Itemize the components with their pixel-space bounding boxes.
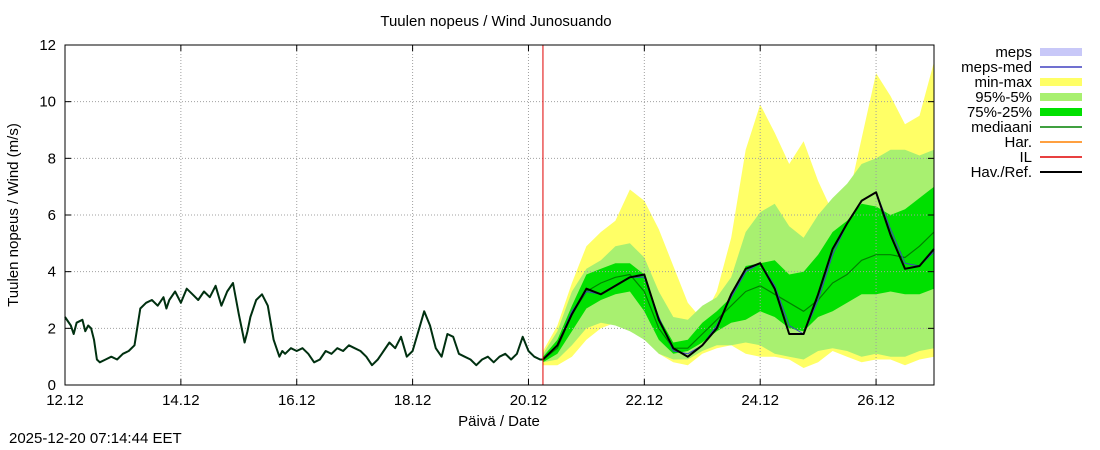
legend-swatch bbox=[1040, 78, 1082, 86]
legend-label: mediaani bbox=[971, 119, 1032, 136]
y-tick-label: 0 bbox=[48, 377, 56, 394]
legend-swatch bbox=[1040, 48, 1082, 56]
legend-label: min-max bbox=[974, 74, 1032, 91]
legend-label: IL bbox=[1019, 149, 1032, 166]
y-tick-label: 10 bbox=[39, 94, 56, 111]
legend-label: Har. bbox=[1004, 134, 1032, 151]
y-tick-label: 4 bbox=[48, 264, 56, 281]
timestamp: 2025-12-20 07:14:44 EET bbox=[9, 430, 182, 447]
y-tick-label: 2 bbox=[48, 320, 56, 337]
x-tick-label: 18.12 bbox=[394, 392, 432, 409]
line-hav-ref bbox=[64, 282, 543, 367]
y-tick-label: 8 bbox=[48, 150, 56, 167]
y-axis-ticks: 0 2 4 6 8 10 12 bbox=[39, 37, 934, 394]
legend-label: Hav./Ref. bbox=[971, 164, 1032, 181]
forecast-bands bbox=[543, 62, 934, 368]
x-axis-label: Päivä / Date bbox=[458, 413, 540, 430]
line-hav-forecast bbox=[542, 191, 935, 361]
x-tick-label: 24.12 bbox=[741, 392, 779, 409]
x-tick-label: 22.12 bbox=[626, 392, 664, 409]
x-tick-label: 26.12 bbox=[857, 392, 895, 409]
chart-title: Tuulen nopeus / Wind Junosuando bbox=[380, 13, 611, 30]
legend-label: meps bbox=[995, 44, 1032, 61]
grid-lines bbox=[65, 45, 934, 385]
band-75-25 bbox=[543, 186, 934, 363]
y-axis-label: Tuulen nopeus / Wind (m/s) bbox=[5, 123, 22, 307]
legend-swatch bbox=[1040, 93, 1082, 101]
legend-label: meps-med bbox=[961, 59, 1032, 76]
legend-label: 95%-5% bbox=[975, 89, 1032, 106]
x-tick-label: 16.12 bbox=[278, 392, 316, 409]
band-95-5 bbox=[543, 149, 934, 363]
x-tick-label: 20.12 bbox=[510, 392, 548, 409]
legend: mepsmeps-medmin-max95%-5%75%-25%mediaani… bbox=[961, 44, 1082, 181]
line-mediaani bbox=[542, 231, 935, 360]
y-tick-label: 6 bbox=[48, 207, 56, 224]
x-axis-ticks: 12.12 14.12 16.12 18.12 20.12 22.12 24.12 26.12 bbox=[46, 45, 895, 409]
x-tick-label: 12.12 bbox=[46, 392, 84, 409]
legend-swatch bbox=[1040, 108, 1082, 116]
legend-label: 75%-25% bbox=[967, 104, 1032, 121]
y-tick-label: 12 bbox=[39, 37, 56, 54]
series-lines bbox=[64, 45, 935, 385]
x-tick-label: 14.12 bbox=[162, 392, 200, 409]
